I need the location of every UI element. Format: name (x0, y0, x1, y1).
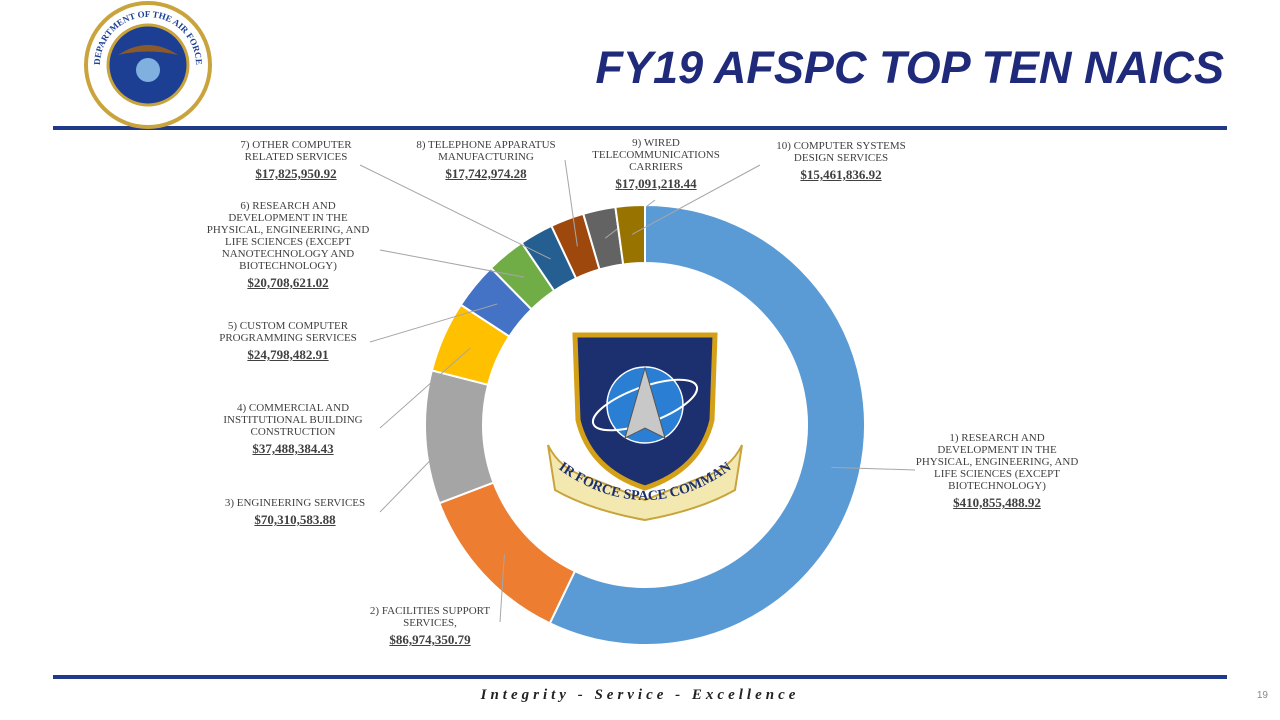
value-label: $70,310,583.88 (254, 512, 336, 527)
category-name: 4) COMMERCIAL AND INSTITUTIONAL BUILDING… (223, 402, 363, 438)
value-label: $37,488,384.43 (252, 441, 334, 456)
value-label: $24,798,482.91 (247, 347, 329, 362)
category-name: 3) ENGINEERING SERVICES (224, 497, 366, 509)
value-label: $86,974,350.79 (389, 632, 471, 647)
leader-line (359, 164, 551, 260)
segment-label: 2) FACILITIES SUPPORT SERVICES, $86,974,3… (355, 605, 505, 647)
footer-motto: Integrity - Service - Excellence (480, 687, 800, 703)
segment-label: 3) ENGINEERING SERVICES $70,310,583.88 (210, 497, 380, 527)
donut-segment (424, 369, 495, 505)
leader-line (831, 466, 916, 471)
donut-segment (614, 203, 646, 266)
segment-label: 4) COMMERCIAL AND INSTITUTIONAL BUILDING… (208, 402, 378, 456)
leader-line (379, 347, 471, 429)
leader-line (379, 435, 455, 513)
segment-label: 1) RESEARCH AND DEVELOPMENT IN THE PHYSI… (910, 432, 1085, 510)
value-label: $17,825,950.92 (255, 166, 337, 181)
slide-title: FY19 AFSPC TOP TEN NAICS (595, 42, 1224, 93)
category-name: 7) OTHER COMPUTER RELATED SERVICES (240, 139, 352, 163)
leader-line (564, 159, 578, 247)
category-name: 2) FACILITIES SUPPORT SERVICES, (369, 605, 491, 629)
segment-label: 10) COMPUTER SYSTEMS DESIGN SERVICES $15,… (761, 140, 921, 182)
category-name: 10) COMPUTER SYSTEMS DESIGN SERVICES (776, 140, 906, 164)
value-label: $20,708,621.02 (247, 275, 329, 290)
segment-label: 8) TELEPHONE APPARATUS MANUFACTURING $17,… (401, 139, 571, 181)
seal: DEPARTMENT OF THE AIR FORCE (84, 1, 212, 129)
donut-segment (438, 481, 577, 625)
donut-segment (548, 203, 867, 646)
segment-label: 5) CUSTOM COMPUTER PROGRAMMING SERVICES $… (208, 320, 368, 362)
segment-label: 6) RESEARCH AND DEVELOPMENT IN THE PHYSI… (203, 200, 373, 290)
segment-label: 9) WIRED TELECOMMUNICATIONS CARRIERS $17,… (581, 137, 731, 191)
category-name: 1) RESEARCH AND DEVELOPMENT IN THE PHYSI… (915, 432, 1079, 492)
category-name: 8) TELEPHONE APPARATUS MANUFACTURING (416, 139, 556, 163)
category-name: 5) CUSTOM COMPUTER PROGRAMMING SERVICES (219, 320, 357, 344)
category-name: 9) WIRED TELECOMMUNICATIONS CARRIERS (592, 137, 720, 173)
page-number: 19 (1256, 690, 1268, 701)
leader-line (379, 249, 525, 278)
value-label: $17,742,974.28 (445, 166, 527, 181)
category-name: 6) RESEARCH AND DEVELOPMENT IN THE PHYSI… (206, 200, 370, 272)
leader-line (499, 554, 505, 623)
value-label: $410,855,488.92 (953, 495, 1041, 510)
leader-line (631, 164, 761, 235)
leader-line (369, 303, 498, 343)
segment-label: 7) OTHER COMPUTER RELATED SERVICES $17,82… (221, 139, 371, 181)
value-label: $15,461,836.92 (800, 167, 882, 182)
value-label: $17,091,218.44 (615, 176, 697, 191)
donut (359, 159, 916, 646)
